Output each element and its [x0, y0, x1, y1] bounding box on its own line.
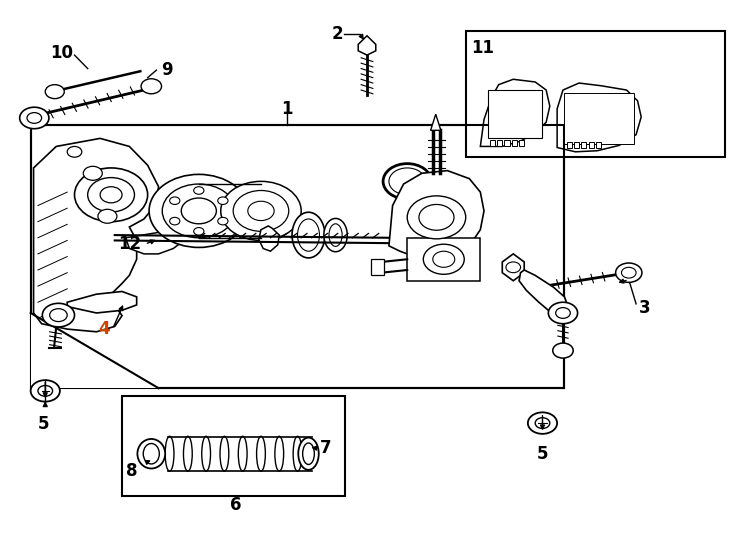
Ellipse shape	[302, 443, 314, 464]
Circle shape	[170, 218, 180, 225]
Circle shape	[27, 113, 42, 123]
Ellipse shape	[292, 212, 325, 258]
Text: 12: 12	[119, 235, 142, 253]
Polygon shape	[502, 254, 524, 281]
Circle shape	[424, 244, 464, 274]
Text: 10: 10	[50, 44, 73, 63]
Circle shape	[98, 210, 117, 223]
Text: 8: 8	[126, 462, 137, 481]
Circle shape	[233, 191, 288, 231]
Text: 4: 4	[98, 320, 109, 338]
Circle shape	[100, 187, 122, 203]
Polygon shape	[68, 292, 137, 313]
FancyBboxPatch shape	[122, 396, 345, 496]
Ellipse shape	[165, 436, 174, 471]
Circle shape	[389, 168, 426, 195]
Circle shape	[87, 178, 134, 212]
Circle shape	[83, 166, 102, 180]
Text: 2: 2	[332, 25, 344, 43]
FancyBboxPatch shape	[564, 93, 634, 144]
Text: 5: 5	[537, 444, 548, 463]
FancyBboxPatch shape	[581, 141, 586, 148]
Text: 11: 11	[471, 39, 495, 57]
Text: 3: 3	[639, 299, 650, 316]
Circle shape	[194, 227, 204, 235]
Circle shape	[194, 187, 204, 194]
Circle shape	[419, 205, 454, 230]
Polygon shape	[557, 83, 642, 152]
Text: 6: 6	[230, 496, 241, 514]
Ellipse shape	[184, 436, 192, 471]
FancyBboxPatch shape	[407, 238, 480, 281]
Ellipse shape	[298, 437, 319, 470]
Polygon shape	[519, 270, 568, 313]
Ellipse shape	[239, 436, 247, 471]
Circle shape	[218, 197, 228, 205]
FancyBboxPatch shape	[596, 141, 601, 148]
Circle shape	[248, 201, 274, 220]
Circle shape	[75, 168, 148, 221]
Circle shape	[38, 386, 53, 396]
Circle shape	[535, 418, 550, 428]
Circle shape	[181, 198, 217, 224]
FancyBboxPatch shape	[371, 259, 384, 275]
Circle shape	[622, 267, 636, 278]
Circle shape	[433, 251, 455, 267]
Polygon shape	[34, 138, 159, 332]
Polygon shape	[480, 79, 550, 146]
Ellipse shape	[202, 436, 211, 471]
FancyBboxPatch shape	[589, 141, 594, 148]
Circle shape	[46, 85, 65, 99]
Text: 5: 5	[38, 415, 50, 433]
Text: 7: 7	[319, 440, 331, 457]
Ellipse shape	[257, 436, 266, 471]
FancyBboxPatch shape	[31, 313, 159, 388]
FancyBboxPatch shape	[199, 181, 261, 240]
Polygon shape	[389, 171, 484, 259]
Circle shape	[141, 79, 161, 94]
Circle shape	[556, 308, 570, 319]
FancyBboxPatch shape	[497, 140, 502, 146]
Circle shape	[170, 197, 180, 205]
Ellipse shape	[293, 436, 302, 471]
Polygon shape	[431, 114, 441, 130]
Circle shape	[221, 181, 301, 240]
FancyBboxPatch shape	[465, 31, 725, 157]
Circle shape	[383, 164, 432, 199]
Polygon shape	[358, 36, 376, 55]
FancyBboxPatch shape	[487, 90, 542, 138]
Circle shape	[43, 303, 75, 327]
Polygon shape	[126, 227, 188, 254]
Circle shape	[68, 146, 81, 157]
FancyBboxPatch shape	[512, 140, 517, 146]
Circle shape	[553, 343, 573, 358]
Circle shape	[528, 413, 557, 434]
Circle shape	[218, 218, 228, 225]
Ellipse shape	[275, 436, 283, 471]
Ellipse shape	[297, 219, 319, 251]
Circle shape	[50, 309, 68, 322]
Ellipse shape	[143, 443, 159, 464]
Circle shape	[149, 174, 249, 247]
FancyBboxPatch shape	[490, 140, 495, 146]
Circle shape	[616, 263, 642, 282]
Text: 1: 1	[281, 100, 292, 118]
FancyBboxPatch shape	[504, 140, 509, 146]
FancyBboxPatch shape	[31, 125, 564, 388]
FancyBboxPatch shape	[567, 141, 572, 148]
Circle shape	[20, 107, 49, 129]
FancyBboxPatch shape	[574, 141, 579, 148]
Polygon shape	[259, 226, 279, 251]
Circle shape	[548, 302, 578, 323]
Ellipse shape	[137, 439, 165, 469]
Ellipse shape	[220, 436, 229, 471]
Text: 9: 9	[161, 61, 172, 79]
Ellipse shape	[324, 218, 347, 252]
Circle shape	[162, 184, 236, 238]
Circle shape	[407, 196, 465, 239]
Ellipse shape	[329, 224, 342, 246]
Circle shape	[506, 262, 520, 273]
FancyBboxPatch shape	[519, 140, 524, 146]
Circle shape	[31, 380, 60, 402]
